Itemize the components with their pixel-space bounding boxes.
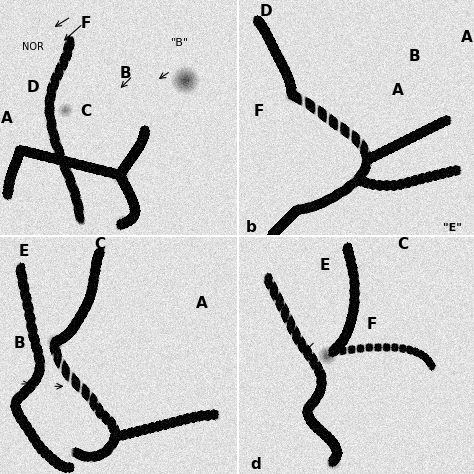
- Text: E: E: [18, 244, 29, 259]
- Text: F: F: [85, 293, 95, 309]
- Text: C: C: [397, 237, 409, 252]
- Text: F: F: [253, 104, 264, 119]
- Text: C: C: [94, 237, 105, 252]
- Text: NOR: NOR: [22, 42, 44, 53]
- Text: A: A: [196, 296, 207, 311]
- Text: C: C: [80, 104, 91, 119]
- Text: E: E: [319, 258, 330, 273]
- Text: D: D: [27, 80, 39, 95]
- Text: A: A: [1, 111, 13, 126]
- Text: "B": "B": [171, 37, 189, 48]
- Text: B: B: [409, 49, 420, 64]
- Text: A: A: [392, 82, 404, 98]
- Text: B: B: [13, 336, 25, 351]
- Text: F: F: [80, 16, 91, 31]
- Text: F: F: [367, 317, 377, 332]
- Text: D: D: [259, 4, 272, 19]
- Text: "E": "E": [443, 222, 462, 233]
- Text: A: A: [461, 30, 473, 46]
- Text: B: B: [120, 66, 131, 81]
- Text: d: d: [251, 457, 261, 472]
- Text: b: b: [246, 220, 256, 235]
